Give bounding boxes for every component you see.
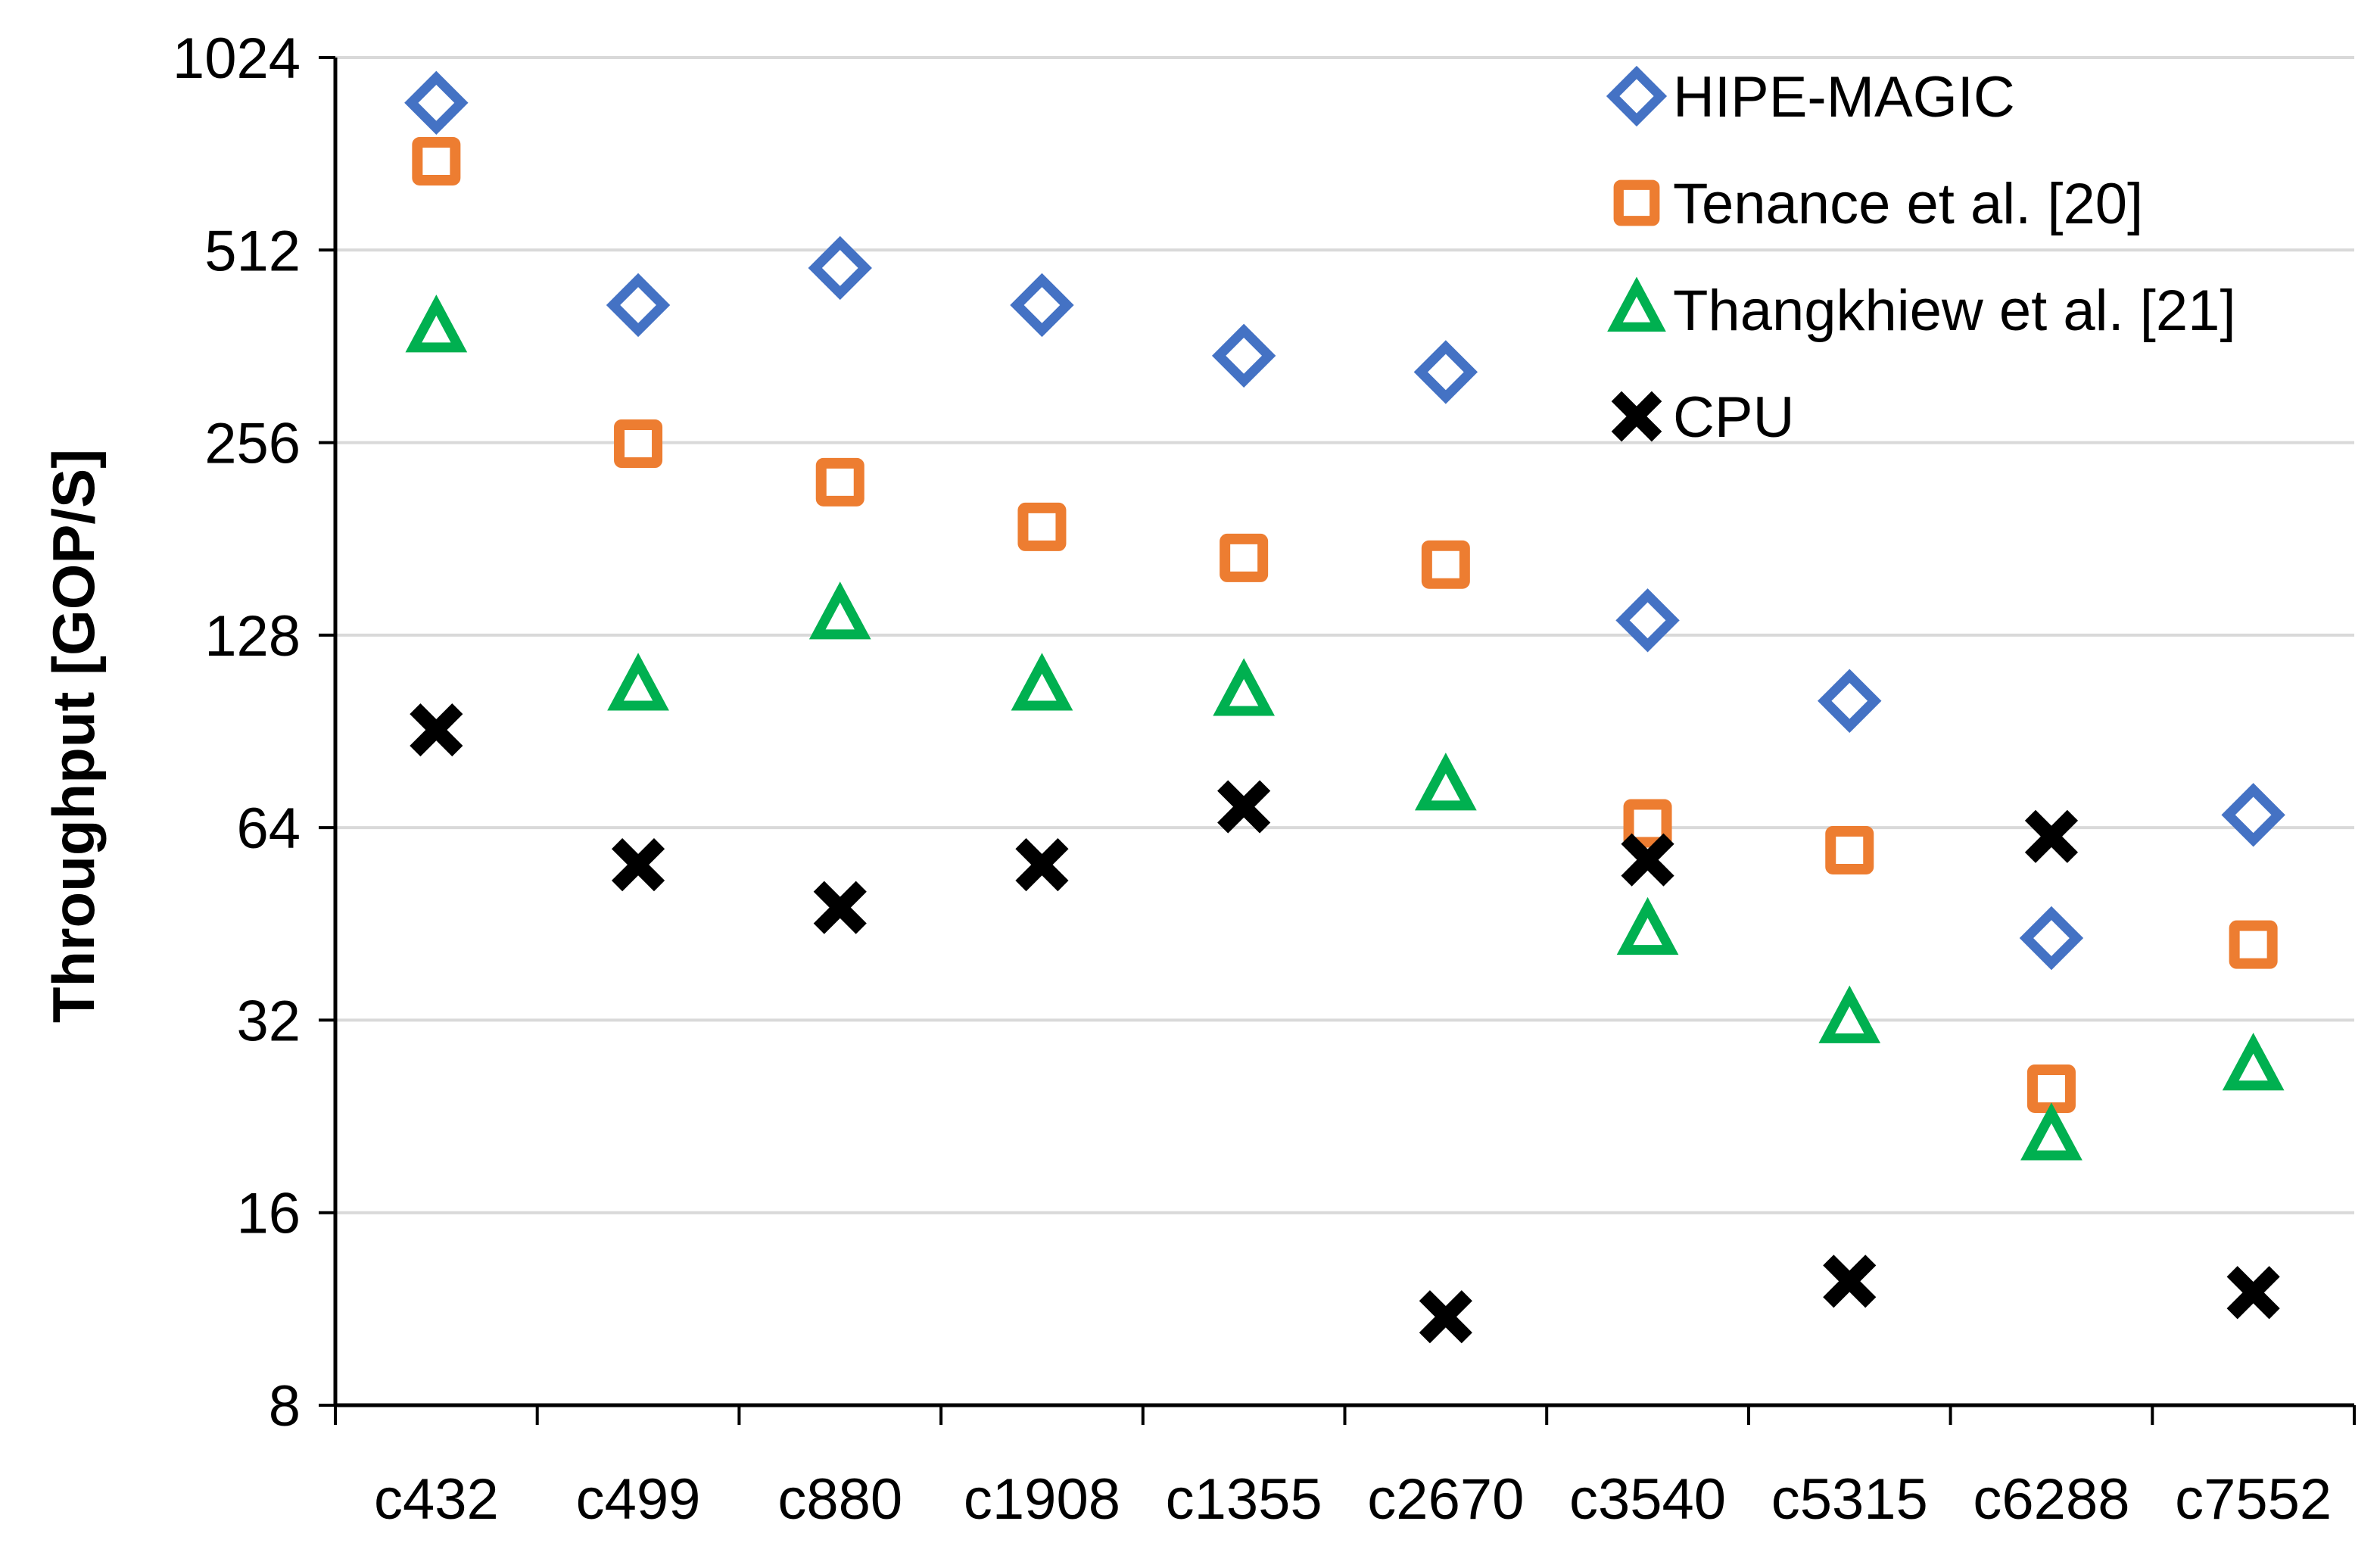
- point-hipe-magic: [1010, 273, 1074, 338]
- y-tick-label: 16: [236, 1182, 301, 1246]
- y-tick-label: 256: [204, 412, 301, 476]
- x-tick-label: c432: [374, 1467, 499, 1532]
- point-cpu-stroke: [2226, 1266, 2280, 1320]
- point-cpu: [2024, 809, 2079, 863]
- point-cpu: [2226, 1266, 2280, 1320]
- legend-marker-tenance-et-al-20: [1613, 179, 1660, 226]
- point-thangkhiew-et-al-21: [405, 295, 468, 353]
- x-tick-labels: c432 c499 c880 c1908 c1355 c2670 c3540 c5315 c62…: [374, 1467, 2332, 1532]
- legend-marker-thangkhiew-et-al-21: [1607, 276, 1666, 332]
- y-tick-label: 32: [236, 989, 301, 1053]
- y-tick-labels: 8 16 32 64 128 256 512 1024: [173, 26, 301, 1439]
- point-cpu-stroke: [1015, 838, 1069, 892]
- point-thangkhiew-et-al-21: [2020, 1102, 2082, 1161]
- point-tenance-et-al-20: [2229, 920, 2278, 969]
- point-thangkhiew-et-al-21: [1616, 896, 1679, 955]
- point-cpu: [1419, 1290, 1472, 1344]
- y-tick-label: 1024: [173, 26, 301, 91]
- point-tenance-et-al-20: [1825, 825, 1874, 874]
- legend-label-cpu: CPU: [1673, 385, 1794, 450]
- point-hipe-magic: [1211, 323, 1276, 388]
- point-tenance-et-al-20: [1623, 799, 1672, 848]
- gridlines: [335, 56, 2354, 1214]
- point-thangkhiew-et-al-21: [1213, 658, 1276, 716]
- y-tick-label: 64: [236, 796, 301, 861]
- point-thangkhiew-et-al-21: [607, 653, 669, 711]
- point-tenance-et-al-20: [2026, 1064, 2076, 1113]
- legend-marker-cpu-stroke: [1611, 391, 1662, 442]
- x-tick-label: c6288: [1973, 1467, 2129, 1532]
- y-tick-label: 512: [204, 219, 301, 283]
- point-cpu-stroke: [611, 838, 665, 892]
- point-cpu-stroke: [1621, 833, 1674, 887]
- point-cpu: [813, 881, 867, 934]
- x-tick-label: c1355: [1166, 1467, 1322, 1532]
- point-tenance-et-al-20: [1220, 533, 1269, 582]
- point-cpu: [410, 703, 463, 757]
- point-thangkhiew-et-al-21: [808, 581, 871, 640]
- point-tenance-et-al-20: [412, 136, 461, 185]
- point-hipe-magic: [808, 235, 872, 301]
- point-hipe-magic: [404, 70, 469, 135]
- data-points: [404, 70, 2285, 1344]
- point-cpu-stroke: [1419, 1290, 1472, 1344]
- legend-label-hipe-magic: HIPE-MAGIC: [1673, 65, 2015, 129]
- point-cpu-stroke: [2024, 809, 2079, 863]
- point-cpu: [1015, 838, 1069, 892]
- point-cpu: [1621, 833, 1674, 887]
- point-thangkhiew-et-al-21: [1414, 753, 1477, 811]
- point-tenance-et-al-20: [614, 419, 663, 469]
- point-hipe-magic: [1413, 340, 1478, 404]
- x-tick-label: c880: [777, 1467, 902, 1532]
- point-cpu-stroke: [1823, 1255, 1877, 1308]
- point-tenance-et-al-20: [1421, 540, 1470, 589]
- y-tick-label: 8: [269, 1374, 301, 1439]
- point-hipe-magic: [606, 273, 671, 338]
- legend: HIPE-MAGIC Tenance et al. [20] Thangkhiew …: [1606, 65, 2236, 450]
- point-cpu-stroke: [1217, 780, 1271, 834]
- y-axis-title: Throughput [GOP/S]: [40, 449, 107, 1023]
- point-hipe-magic: [2019, 906, 2084, 971]
- point-hipe-magic: [1818, 669, 1882, 733]
- axes: [319, 56, 2356, 1425]
- point-hipe-magic: [2221, 783, 2285, 847]
- point-cpu-stroke: [410, 703, 463, 757]
- x-tick-label: c7552: [2175, 1467, 2332, 1532]
- x-tick-label: c5315: [1771, 1467, 1928, 1532]
- x-tick-label: c499: [576, 1467, 701, 1532]
- point-tenance-et-al-20: [1017, 502, 1067, 551]
- point-thangkhiew-et-al-21: [1818, 985, 1881, 1043]
- point-thangkhiew-et-al-21: [2222, 1032, 2285, 1091]
- legend-marker-cpu: [1611, 391, 1662, 442]
- y-tick-label: 128: [204, 604, 301, 669]
- point-cpu: [1217, 780, 1271, 834]
- legend-label-tenance-et-al-20: Tenance et al. [20]: [1673, 172, 2143, 236]
- point-thangkhiew-et-al-21: [1011, 653, 1073, 711]
- x-tick-label: c1908: [964, 1467, 1120, 1532]
- point-tenance-et-al-20: [815, 457, 864, 507]
- legend-marker-hipe-magic: [1606, 65, 1668, 127]
- x-tick-label: c2670: [1367, 1467, 1524, 1532]
- point-cpu: [611, 838, 665, 892]
- point-hipe-magic: [1615, 588, 1680, 653]
- point-cpu: [1823, 1255, 1877, 1308]
- point-cpu-stroke: [813, 881, 867, 934]
- legend-label-thangkhiew-et-al-21: Thangkhiew et al. [21]: [1673, 279, 2236, 343]
- x-tick-label: c3540: [1569, 1467, 1726, 1532]
